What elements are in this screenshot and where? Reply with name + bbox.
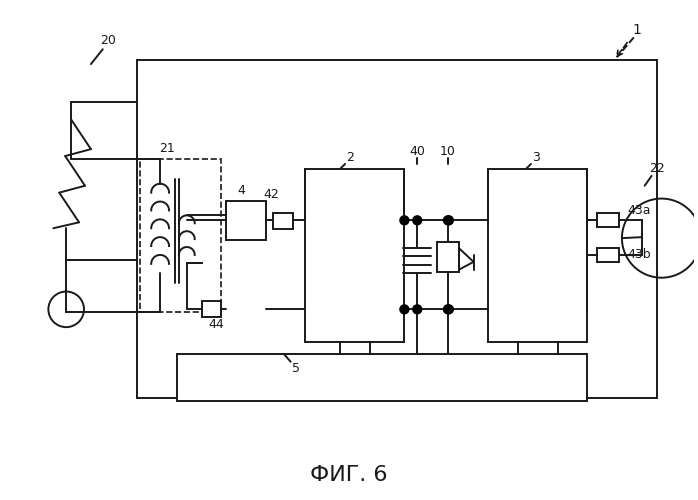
Text: 4: 4 — [237, 184, 245, 197]
Bar — [138, 60, 657, 398]
Bar — [306, 169, 404, 342]
Circle shape — [445, 305, 453, 314]
Bar — [177, 354, 587, 402]
Text: 1: 1 — [632, 24, 641, 38]
Text: 44: 44 — [209, 318, 224, 330]
Text: 42: 42 — [263, 188, 279, 201]
Circle shape — [445, 216, 453, 225]
Bar — [273, 214, 292, 229]
Text: 43b: 43b — [627, 248, 651, 262]
Bar — [597, 214, 619, 228]
Bar — [140, 159, 221, 312]
Text: 21: 21 — [159, 142, 175, 154]
Bar — [597, 248, 619, 262]
Circle shape — [400, 305, 409, 314]
Text: 2: 2 — [346, 150, 354, 164]
Bar — [226, 200, 266, 240]
Circle shape — [400, 216, 409, 225]
Circle shape — [443, 305, 452, 314]
Bar — [437, 242, 459, 272]
Text: 20: 20 — [100, 34, 116, 47]
Text: 10: 10 — [440, 144, 456, 158]
Circle shape — [443, 216, 452, 225]
Text: 22: 22 — [648, 162, 664, 175]
Bar — [489, 169, 587, 342]
Text: 43a: 43a — [627, 204, 651, 217]
Circle shape — [413, 305, 422, 314]
Bar — [202, 302, 221, 317]
Text: 40: 40 — [409, 144, 425, 158]
Text: ФИГ. 6: ФИГ. 6 — [310, 466, 388, 485]
Text: 3: 3 — [532, 150, 540, 164]
Circle shape — [413, 216, 422, 225]
Text: 5: 5 — [292, 362, 299, 375]
